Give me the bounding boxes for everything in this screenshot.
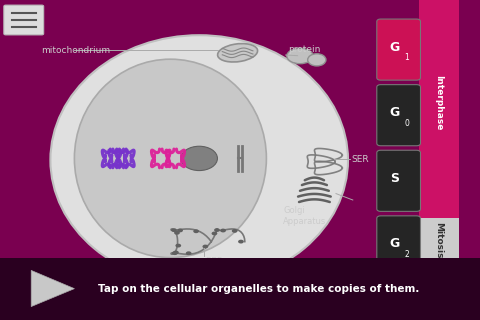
- Text: SER: SER: [351, 155, 369, 164]
- FancyBboxPatch shape: [377, 150, 420, 211]
- Text: 0: 0: [404, 119, 409, 128]
- Ellipse shape: [50, 35, 348, 285]
- Bar: [0, 258, 480, 320]
- Text: protein: protein: [288, 45, 320, 54]
- Text: Interphase: Interphase: [434, 75, 444, 130]
- Text: S: S: [390, 172, 399, 185]
- Circle shape: [181, 146, 217, 171]
- Bar: [419, 218, 459, 262]
- FancyBboxPatch shape: [4, 5, 44, 35]
- Text: RER: RER: [205, 257, 223, 266]
- FancyBboxPatch shape: [377, 84, 420, 146]
- Bar: [419, 0, 459, 218]
- Ellipse shape: [287, 48, 313, 64]
- Circle shape: [175, 244, 181, 247]
- Circle shape: [172, 251, 178, 255]
- Text: G: G: [389, 106, 399, 119]
- Circle shape: [203, 244, 208, 248]
- Circle shape: [173, 251, 179, 254]
- Text: G: G: [389, 41, 399, 53]
- Text: 2: 2: [404, 250, 409, 259]
- FancyBboxPatch shape: [377, 216, 420, 277]
- Polygon shape: [31, 270, 74, 307]
- Circle shape: [220, 228, 226, 232]
- Circle shape: [174, 231, 180, 235]
- Circle shape: [214, 228, 220, 232]
- Text: Golgi
Apparatus: Golgi Apparatus: [283, 206, 326, 227]
- Circle shape: [232, 229, 238, 233]
- Circle shape: [177, 228, 183, 232]
- Text: G: G: [389, 237, 399, 250]
- FancyBboxPatch shape: [377, 19, 420, 80]
- Ellipse shape: [308, 54, 326, 66]
- Text: mitochondrium: mitochondrium: [41, 46, 110, 55]
- Text: 1: 1: [404, 53, 409, 62]
- Circle shape: [171, 228, 177, 232]
- Ellipse shape: [74, 59, 266, 258]
- Circle shape: [186, 251, 192, 255]
- Circle shape: [193, 229, 199, 233]
- Circle shape: [212, 232, 217, 236]
- Circle shape: [238, 240, 244, 244]
- Text: Mitosis: Mitosis: [434, 222, 444, 258]
- Text: Tap on the cellular organelles to make copies of them.: Tap on the cellular organelles to make c…: [98, 284, 420, 294]
- Ellipse shape: [217, 44, 258, 62]
